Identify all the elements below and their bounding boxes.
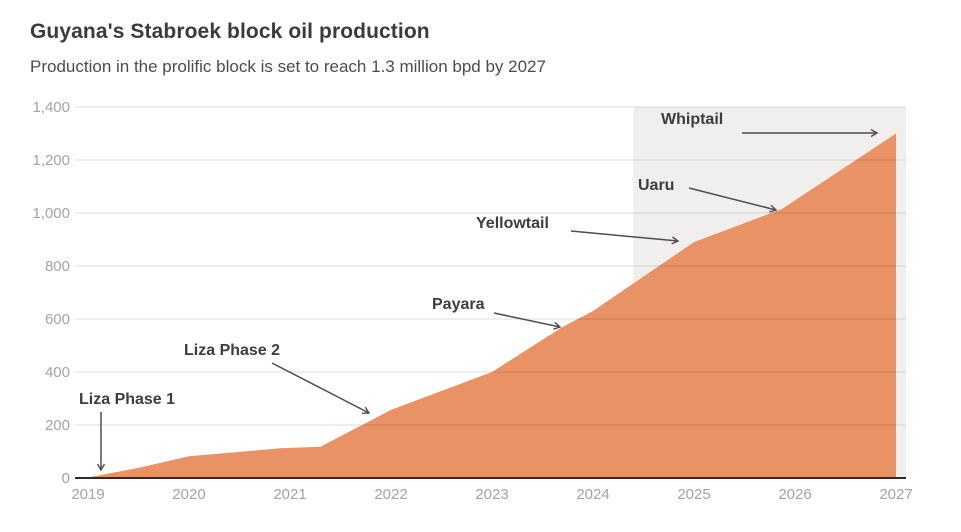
y-tick-label: 1,400 — [32, 99, 70, 116]
x-tick-label: 2021 — [273, 486, 306, 503]
x-tick-label: 2025 — [677, 486, 710, 503]
annotation-arrow — [688, 187, 776, 210]
x-tick-label: 2024 — [576, 486, 609, 503]
annotation-label: Payara — [432, 296, 485, 313]
chart-title: Guyana's Stabroek block oil production — [30, 20, 430, 43]
annotation-label: Yellowtail — [476, 215, 549, 232]
y-tick-label: 1,000 — [32, 205, 70, 222]
y-tick-label: 200 — [45, 417, 70, 434]
x-tick-label: 2019 — [71, 486, 104, 503]
annotation-arrow — [271, 362, 369, 413]
x-tick-label: 2027 — [879, 486, 912, 503]
chart-subtitle: Production in the prolific block is set … — [30, 57, 546, 76]
annotation-arrow — [493, 312, 560, 327]
x-tick-label: 2023 — [475, 486, 508, 503]
y-tick-label: 400 — [45, 364, 70, 381]
annotation-label: Uaru — [638, 177, 674, 194]
annotation-arrow — [570, 230, 678, 241]
y-tick-label: 1,200 — [32, 152, 70, 169]
x-tick-label: 2020 — [172, 486, 205, 503]
y-tick-label: 0 — [62, 470, 70, 487]
production-area — [88, 133, 896, 478]
y-tick-label: 600 — [45, 311, 70, 328]
annotation-label: Whiptail — [661, 111, 723, 128]
annotation-label: Liza Phase 2 — [184, 342, 280, 359]
x-tick-label: 2026 — [778, 486, 811, 503]
x-tick-label: 2022 — [374, 486, 407, 503]
annotation-label: Liza Phase 1 — [79, 391, 175, 408]
y-tick-label: 800 — [45, 258, 70, 275]
